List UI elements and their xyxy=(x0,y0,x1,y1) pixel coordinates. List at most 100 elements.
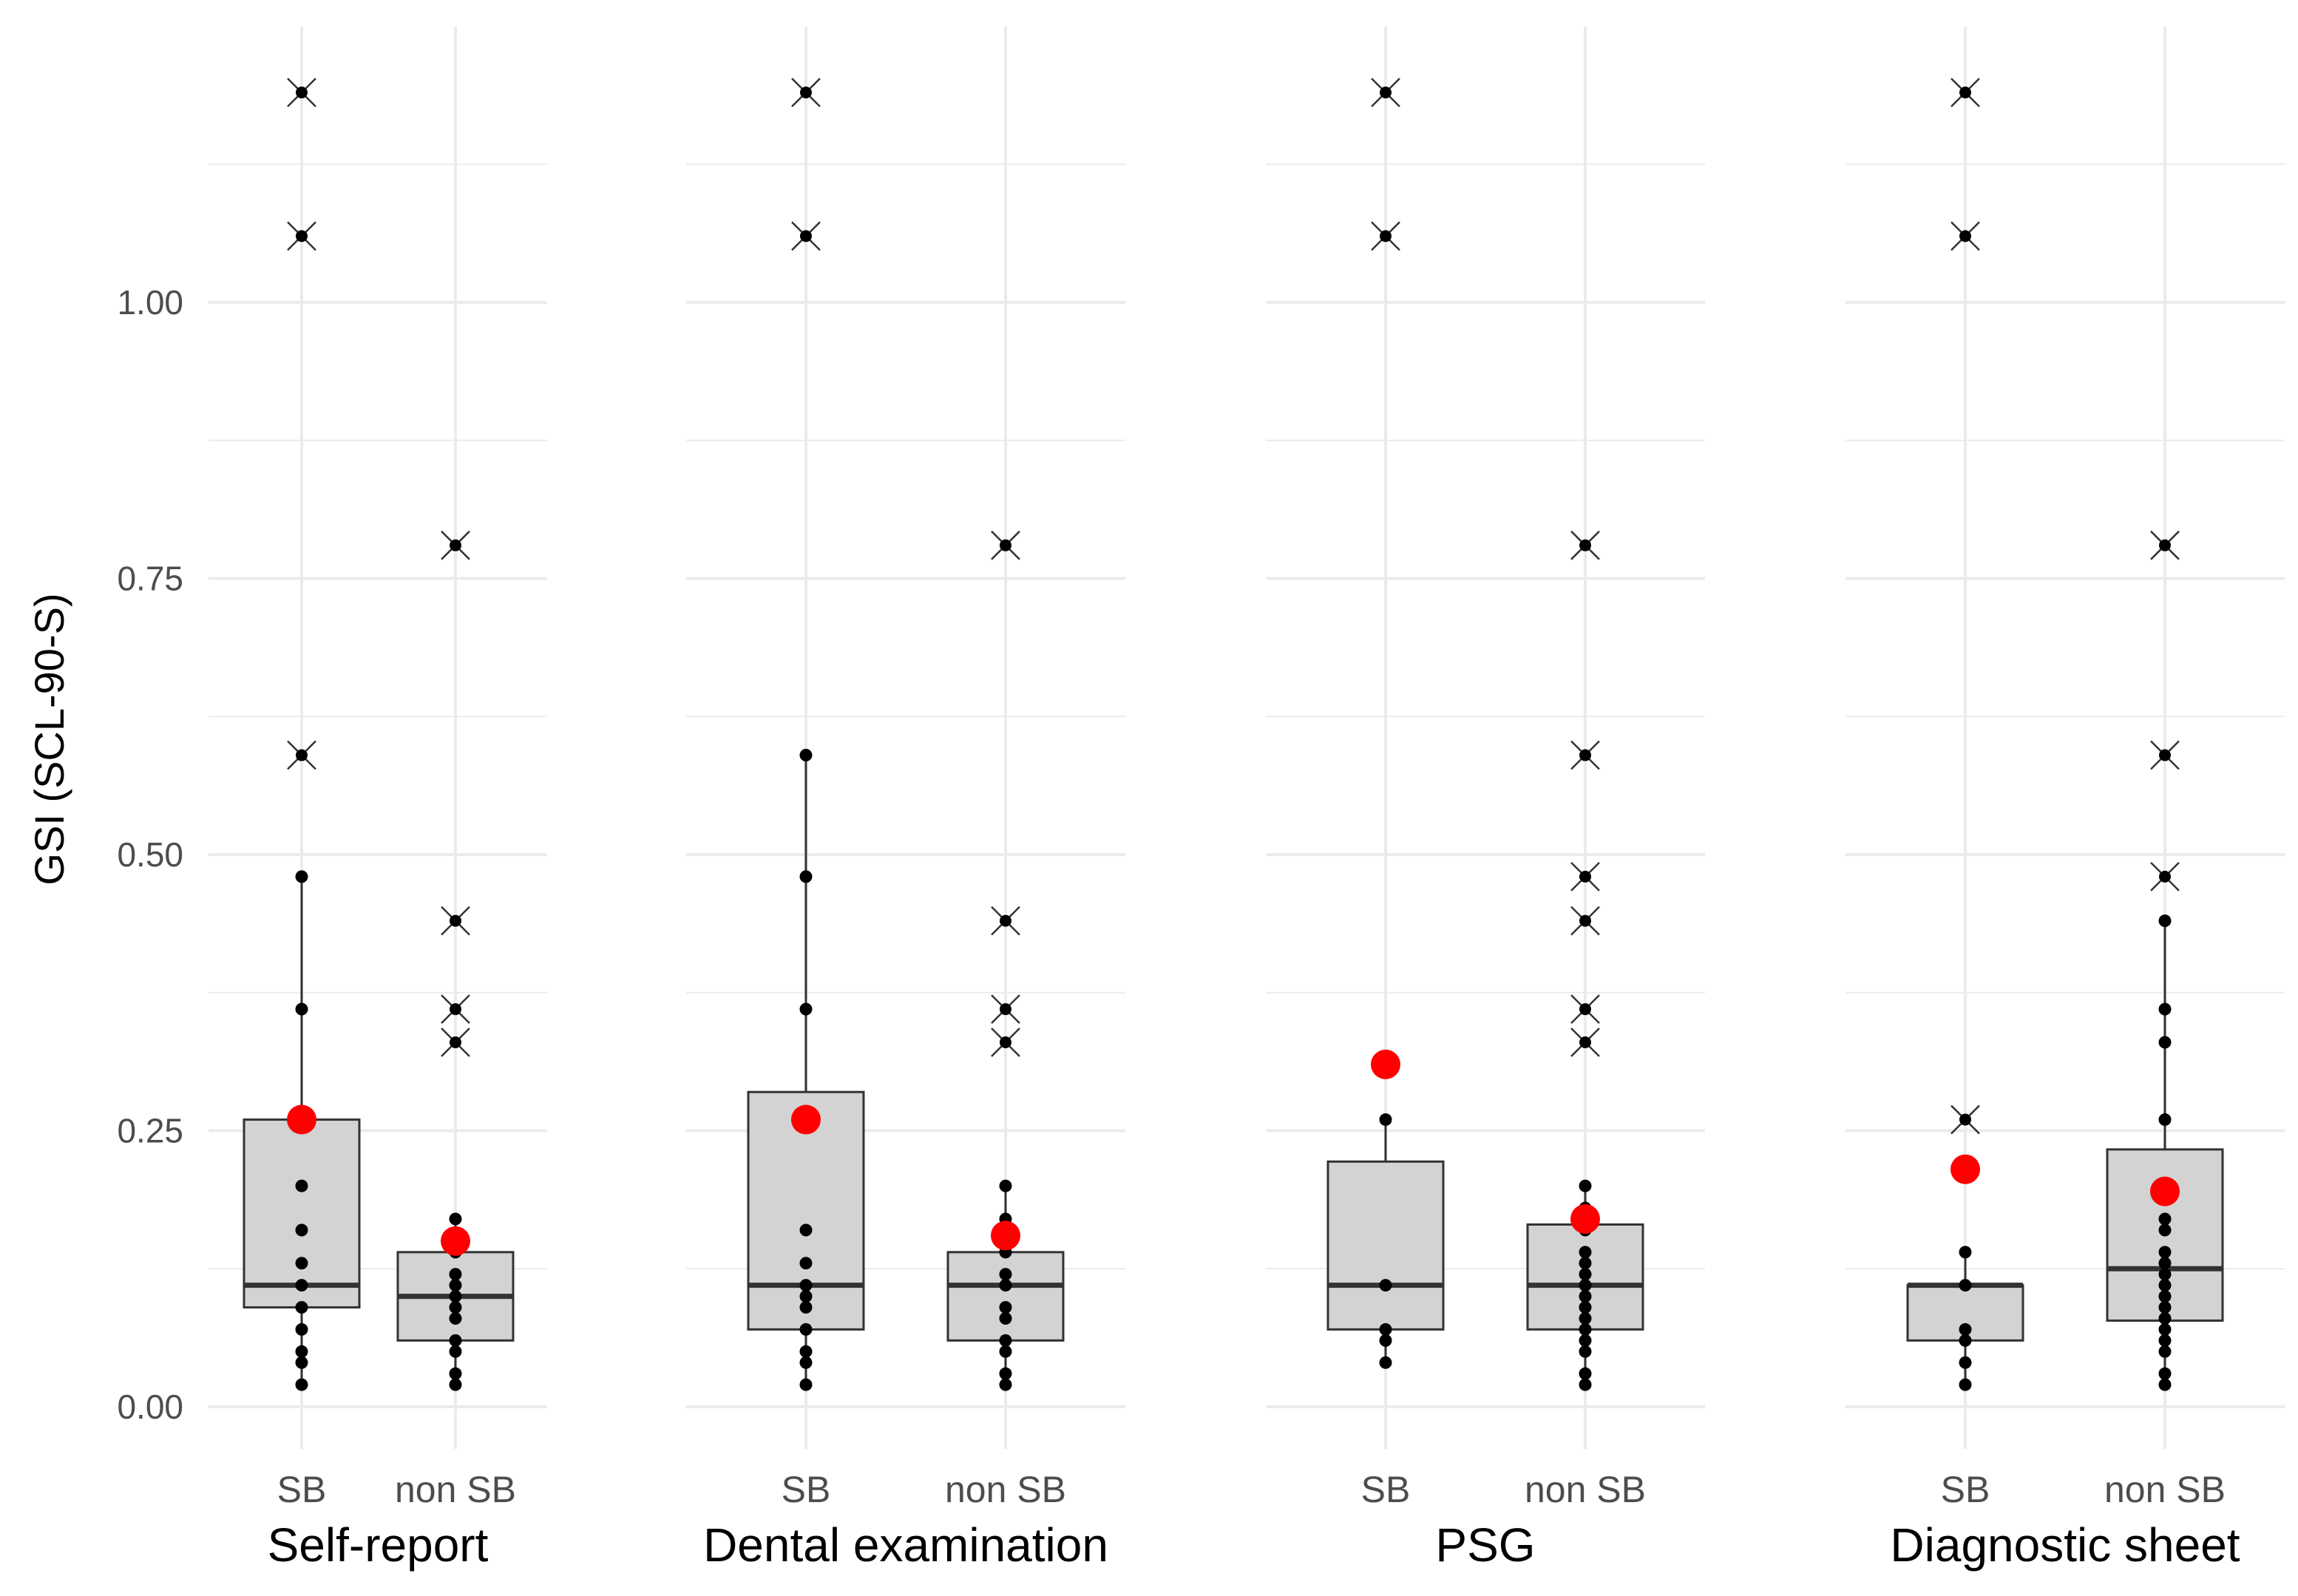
data-point xyxy=(799,1290,813,1303)
box xyxy=(946,1251,1065,1342)
data-point xyxy=(1579,1257,1592,1270)
data-point xyxy=(1579,1345,1592,1358)
outlier-point xyxy=(1579,1003,1591,1016)
outlier-point xyxy=(450,539,461,551)
outlier-point xyxy=(2159,539,2171,551)
outlier-point xyxy=(1000,914,1011,927)
data-point xyxy=(449,1367,462,1380)
outlier-point xyxy=(1959,230,1971,242)
data-point xyxy=(2158,1036,2172,1049)
data-point xyxy=(295,1345,308,1358)
data-point xyxy=(2158,1223,2172,1237)
data-point xyxy=(1579,1290,1592,1303)
data-point xyxy=(2158,1257,2172,1270)
data-point xyxy=(799,1279,813,1292)
data-point xyxy=(295,1257,308,1270)
outlier-point xyxy=(1000,1036,1011,1048)
data-point xyxy=(449,1268,462,1281)
data-point xyxy=(295,1378,308,1391)
mean-point xyxy=(791,1104,821,1135)
data-point xyxy=(799,1257,813,1270)
data-point xyxy=(2158,1301,2172,1314)
data-point xyxy=(2158,1334,2172,1347)
data-point xyxy=(449,1290,462,1303)
data-point xyxy=(1959,1378,1972,1391)
data-point xyxy=(1379,1322,1392,1336)
data-point xyxy=(799,1378,813,1391)
data-point xyxy=(1579,1246,1592,1259)
data-point xyxy=(799,870,813,883)
data-point xyxy=(1379,1279,1392,1292)
box xyxy=(243,1118,361,1309)
data-point xyxy=(295,1301,308,1314)
y-axis-label: GSI (SCL-90-S) xyxy=(26,593,72,885)
data-point xyxy=(799,1223,813,1237)
point-layer xyxy=(287,78,2180,1391)
data-point xyxy=(799,1345,813,1358)
data-point xyxy=(999,1378,1012,1391)
x-tick-label: non SB xyxy=(1525,1469,1646,1510)
mean-point xyxy=(1950,1154,1980,1184)
data-point xyxy=(1579,1334,1592,1347)
outlier-point xyxy=(1959,1113,1971,1126)
data-point xyxy=(799,749,813,762)
y-tick-label: 0.50 xyxy=(117,835,183,874)
outlier-point xyxy=(296,86,308,99)
data-point xyxy=(449,1212,462,1226)
data-point xyxy=(999,1179,1012,1192)
data-point xyxy=(1579,1179,1592,1192)
data-point xyxy=(2158,1268,2172,1281)
data-point xyxy=(799,1356,813,1369)
data-point xyxy=(2158,1246,2172,1259)
data-point xyxy=(2158,1378,2172,1391)
outlier-point xyxy=(800,86,812,99)
data-point xyxy=(295,870,308,883)
data-point xyxy=(1579,1311,1592,1325)
panel-label: Self-report xyxy=(268,1518,489,1572)
data-point xyxy=(449,1378,462,1391)
text-layer: SB non SB Self-report SB non SB Dental examin… xyxy=(26,283,2240,1572)
x-tick-label: non SB xyxy=(395,1469,516,1510)
data-point xyxy=(1579,1367,1592,1380)
outlier-point xyxy=(450,914,461,927)
data-point xyxy=(1579,1268,1592,1281)
data-point xyxy=(1959,1279,1972,1292)
data-point xyxy=(2158,1345,2172,1358)
outlier-point xyxy=(1000,539,1011,551)
x-tick-label: SB xyxy=(277,1469,327,1510)
mean-point xyxy=(1570,1204,1600,1235)
outlier-point xyxy=(1579,539,1591,551)
y-tick-label: 0.75 xyxy=(117,560,183,598)
outlier-point xyxy=(450,1036,461,1048)
data-point xyxy=(295,1322,308,1336)
data-point xyxy=(295,1356,308,1369)
mean-point xyxy=(2150,1176,2180,1206)
outlier-point xyxy=(1380,230,1392,242)
panel-label: Diagnostic sheet xyxy=(1890,1518,2240,1572)
outlier-point xyxy=(1000,1003,1011,1016)
data-point xyxy=(799,1301,813,1314)
data-point xyxy=(1959,1322,1972,1336)
data-point xyxy=(999,1345,1012,1358)
data-point xyxy=(1579,1378,1592,1391)
panel-label: PSG xyxy=(1435,1518,1535,1572)
data-point xyxy=(449,1311,462,1325)
y-tick-label: 0.25 xyxy=(117,1112,183,1150)
data-point xyxy=(1959,1246,1972,1259)
x-tick-label: non SB xyxy=(945,1469,1066,1510)
outlier-point xyxy=(1579,914,1591,927)
data-point xyxy=(295,1179,308,1192)
data-point xyxy=(1379,1334,1392,1347)
data-point xyxy=(295,1002,308,1016)
data-point xyxy=(449,1279,462,1292)
data-point xyxy=(449,1334,462,1347)
data-point xyxy=(999,1279,1012,1292)
outlier-point xyxy=(1579,870,1591,883)
data-point xyxy=(449,1301,462,1314)
data-point xyxy=(1959,1356,1972,1369)
box xyxy=(1326,1160,1445,1331)
data-point xyxy=(999,1311,1012,1325)
data-point xyxy=(2158,914,2172,928)
outlier-point xyxy=(2159,749,2171,761)
